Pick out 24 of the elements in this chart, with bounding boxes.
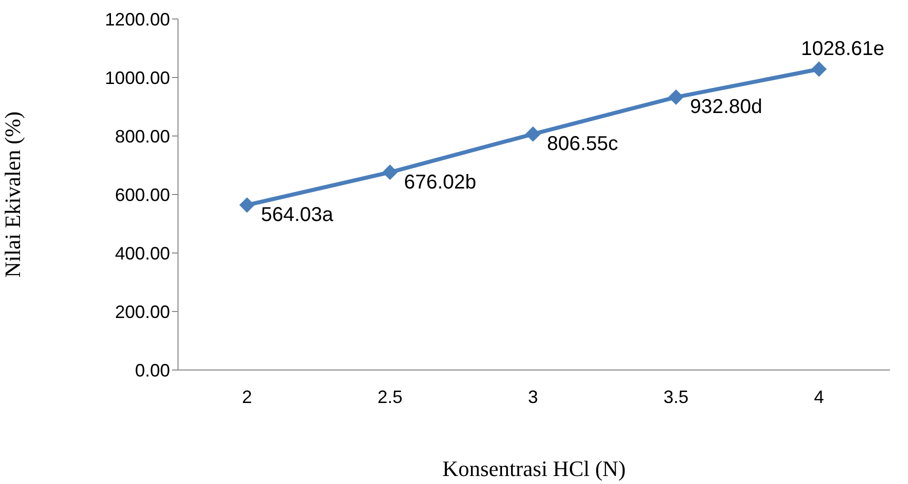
point [526, 126, 540, 142]
point [382, 164, 398, 180]
x-axis-title: Konsentrasi HCl (N) [442, 456, 626, 481]
y-axis-title: Nilai Ekivalen (%) [0, 111, 25, 278]
y-tick-label: 600.00 [114, 184, 170, 205]
point [812, 62, 826, 77]
point [668, 90, 684, 105]
x-tick-label: 3 [528, 386, 538, 407]
x-tick-label: 2 [242, 386, 252, 407]
y-tick-label: 1000.00 [104, 68, 170, 88]
data-label: 1028.61e [801, 38, 884, 60]
y-tick-label: 1200.00 [104, 9, 170, 30]
data-label: 676.02b [404, 171, 476, 194]
point [240, 198, 254, 213]
y-tick-label: 400.00 [114, 243, 170, 264]
x-tick-label: 4 [814, 386, 824, 407]
y-tick-label: 0.00 [134, 360, 170, 380]
data-label: 806.55c [547, 133, 618, 156]
x-tick-label: 2.5 [377, 386, 403, 407]
data-label: 564.03a [261, 204, 334, 226]
y-tick-label: 200.00 [114, 302, 170, 322]
x-tick-label: 3.5 [663, 386, 689, 407]
y-tick-label: 800.00 [114, 126, 170, 146]
data-label: 932.80d [690, 96, 762, 118]
